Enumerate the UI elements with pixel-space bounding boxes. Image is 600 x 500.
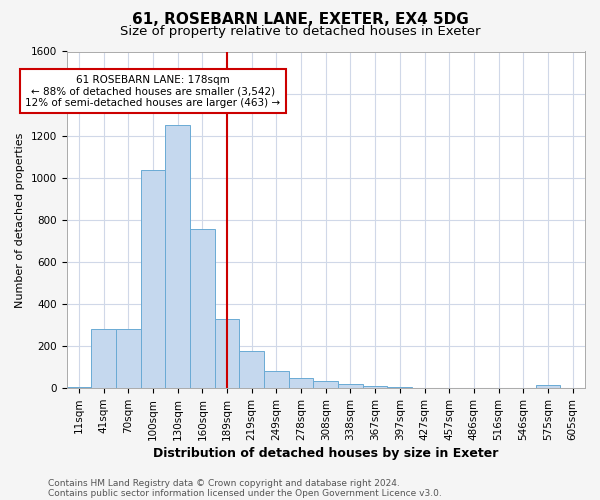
Bar	[388, 387, 412, 388]
Bar	[536, 386, 560, 388]
Bar	[313, 381, 338, 388]
Bar	[264, 371, 289, 388]
Text: 61 ROSEBARN LANE: 178sqm
← 88% of detached houses are smaller (3,542)
12% of sem: 61 ROSEBARN LANE: 178sqm ← 88% of detach…	[25, 74, 281, 108]
Bar	[67, 387, 91, 388]
Text: Size of property relative to detached houses in Exeter: Size of property relative to detached ho…	[120, 25, 480, 38]
Bar	[289, 378, 313, 388]
Bar	[363, 386, 388, 388]
Text: 61, ROSEBARN LANE, EXETER, EX4 5DG: 61, ROSEBARN LANE, EXETER, EX4 5DG	[131, 12, 469, 28]
Bar	[91, 330, 116, 388]
Text: Contains HM Land Registry data © Crown copyright and database right 2024.: Contains HM Land Registry data © Crown c…	[48, 478, 400, 488]
Bar	[338, 384, 363, 388]
X-axis label: Distribution of detached houses by size in Exeter: Distribution of detached houses by size …	[153, 447, 499, 460]
Bar	[239, 352, 264, 388]
Bar	[165, 125, 190, 388]
Y-axis label: Number of detached properties: Number of detached properties	[15, 132, 25, 308]
Bar	[140, 170, 165, 388]
Bar	[190, 230, 215, 388]
Text: Contains public sector information licensed under the Open Government Licence v3: Contains public sector information licen…	[48, 488, 442, 498]
Bar	[116, 330, 140, 388]
Bar	[215, 319, 239, 388]
